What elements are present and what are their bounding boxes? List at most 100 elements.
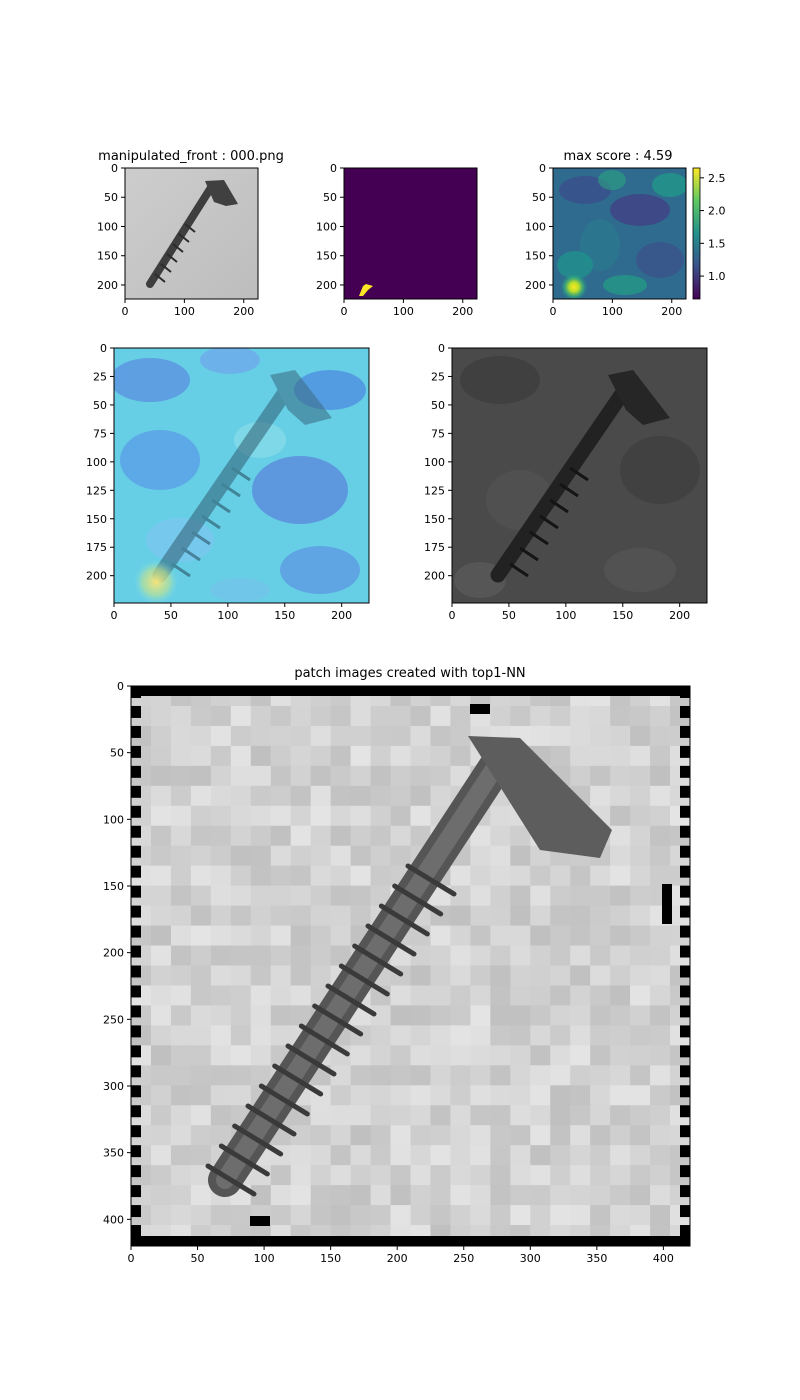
mosaic-patch: [610, 1125, 631, 1146]
mosaic-patch: [530, 1065, 551, 1086]
mosaic-patch: [350, 765, 372, 787]
colorbar-tick-label: 1.5: [708, 237, 726, 250]
mosaic-patch: [650, 945, 671, 966]
mosaic-patch: [510, 1045, 531, 1066]
mosaic-patch: [530, 1005, 551, 1026]
border-cell: [680, 945, 690, 958]
mosaic-patch: [610, 1025, 631, 1046]
mosaic-patch: [610, 865, 631, 887]
mosaic-patch: [290, 925, 312, 947]
mosaic-patch: [430, 1205, 451, 1226]
mosaic-patch: [290, 785, 312, 807]
border-cell: [131, 705, 141, 718]
mosaic-patch: [430, 1125, 451, 1146]
mosaic-patch: [630, 765, 651, 787]
mosaic-patch: [630, 1085, 651, 1106]
mosaic-patch: [490, 885, 511, 907]
border-cell: [680, 1085, 690, 1098]
mosaic-patch: [250, 805, 272, 827]
mosaic-patch: [570, 1145, 591, 1166]
mosaic-patch: [570, 885, 591, 907]
x-tick-label: 0: [128, 1252, 135, 1265]
mosaic-patch: [310, 845, 332, 867]
x-tick-label: 0: [550, 305, 557, 318]
mosaic-patch: [530, 1085, 551, 1106]
mosaic-patch: [370, 825, 392, 847]
mosaic-patch: [410, 1045, 431, 1066]
y-tick-label: 50: [532, 191, 546, 204]
mosaic-patch: [590, 1045, 611, 1066]
panel-ground-truth-mask: 0 100 200 0 50 100 150 200: [316, 162, 478, 318]
x-tick-label: 400: [653, 1252, 674, 1265]
mosaic-patch: [610, 785, 631, 807]
mosaic-patch: [590, 885, 611, 907]
border-cell: [680, 805, 690, 818]
mosaic-patch: [610, 885, 631, 907]
border-cell: [131, 1045, 141, 1058]
overlay-hotspot: [134, 560, 178, 603]
mosaic-patch: [590, 1085, 611, 1106]
y-tick-label: 175: [86, 541, 107, 554]
panel-score-xaxis: 0 100 200: [550, 299, 682, 318]
mosaic-patch: [170, 1065, 192, 1086]
mosaic-patch: [550, 985, 571, 1006]
mosaic-patch: [630, 1025, 651, 1046]
mosaic-patch: [530, 1125, 551, 1146]
mosaic-patch: [630, 825, 651, 847]
mosaic-patch: [590, 865, 611, 887]
mosaic-patch: [490, 1045, 511, 1066]
mosaic-patch: [350, 845, 372, 867]
y-tick-label: 50: [110, 747, 124, 760]
mosaic-patch: [190, 885, 212, 907]
mosaic-patch: [650, 1105, 671, 1126]
mosaic-patch: [570, 865, 591, 887]
x-tick-label: 0: [111, 609, 118, 622]
y-tick-label: 150: [316, 250, 337, 263]
border-cell: [131, 686, 141, 698]
mosaic-cells: [131, 686, 690, 1246]
mosaic-patch: [330, 805, 352, 827]
mosaic-patch: [530, 925, 551, 947]
mosaic-patch: [550, 745, 571, 767]
border-cell: [131, 1185, 141, 1198]
panel-input-xaxis: 0 100 200: [122, 299, 254, 318]
mosaic-patch: [430, 1185, 451, 1206]
mosaic-patch: [450, 985, 471, 1006]
mosaic-patch: [510, 1145, 531, 1166]
mosaic-patch: [310, 745, 332, 767]
border-cell: [470, 704, 490, 714]
mosaic-patch: [650, 1045, 671, 1066]
border-cell: [131, 1145, 141, 1158]
mosaic-patch: [250, 1165, 272, 1186]
mosaic-patch: [330, 825, 352, 847]
border-cell: [131, 725, 141, 738]
mosaic-patch: [570, 1165, 591, 1186]
border-cell: [680, 1005, 690, 1018]
mosaic-patch: [610, 1065, 631, 1086]
mosaic-patch: [150, 1165, 172, 1186]
mosaic-patch: [190, 745, 212, 767]
x-tick-label: 200: [452, 305, 473, 318]
mosaic-patch: [190, 1205, 212, 1226]
mosaic-patch: [510, 705, 531, 727]
border-cell: [131, 885, 141, 898]
mosaic-patch: [210, 985, 232, 1006]
mosaic-patch: [430, 785, 451, 807]
border-cell: [680, 845, 690, 858]
y-tick-label: 0: [100, 342, 107, 355]
x-tick-label: 0: [122, 305, 129, 318]
x-tick-label: 150: [612, 609, 633, 622]
mosaic-patch: [310, 805, 332, 827]
mosaic-patch: [350, 785, 372, 807]
mosaic-patch: [250, 745, 272, 767]
mosaic-patch: [270, 965, 292, 986]
mosaic-patch: [410, 1065, 431, 1086]
mosaic-patch: [550, 1125, 571, 1146]
mosaic-patch: [150, 1185, 172, 1206]
mosaic-patch: [430, 965, 451, 986]
border-cell: [680, 705, 690, 718]
mosaic-patch: [230, 1045, 252, 1066]
mosaic-patch: [610, 765, 631, 787]
mosaic-patch: [630, 845, 651, 867]
